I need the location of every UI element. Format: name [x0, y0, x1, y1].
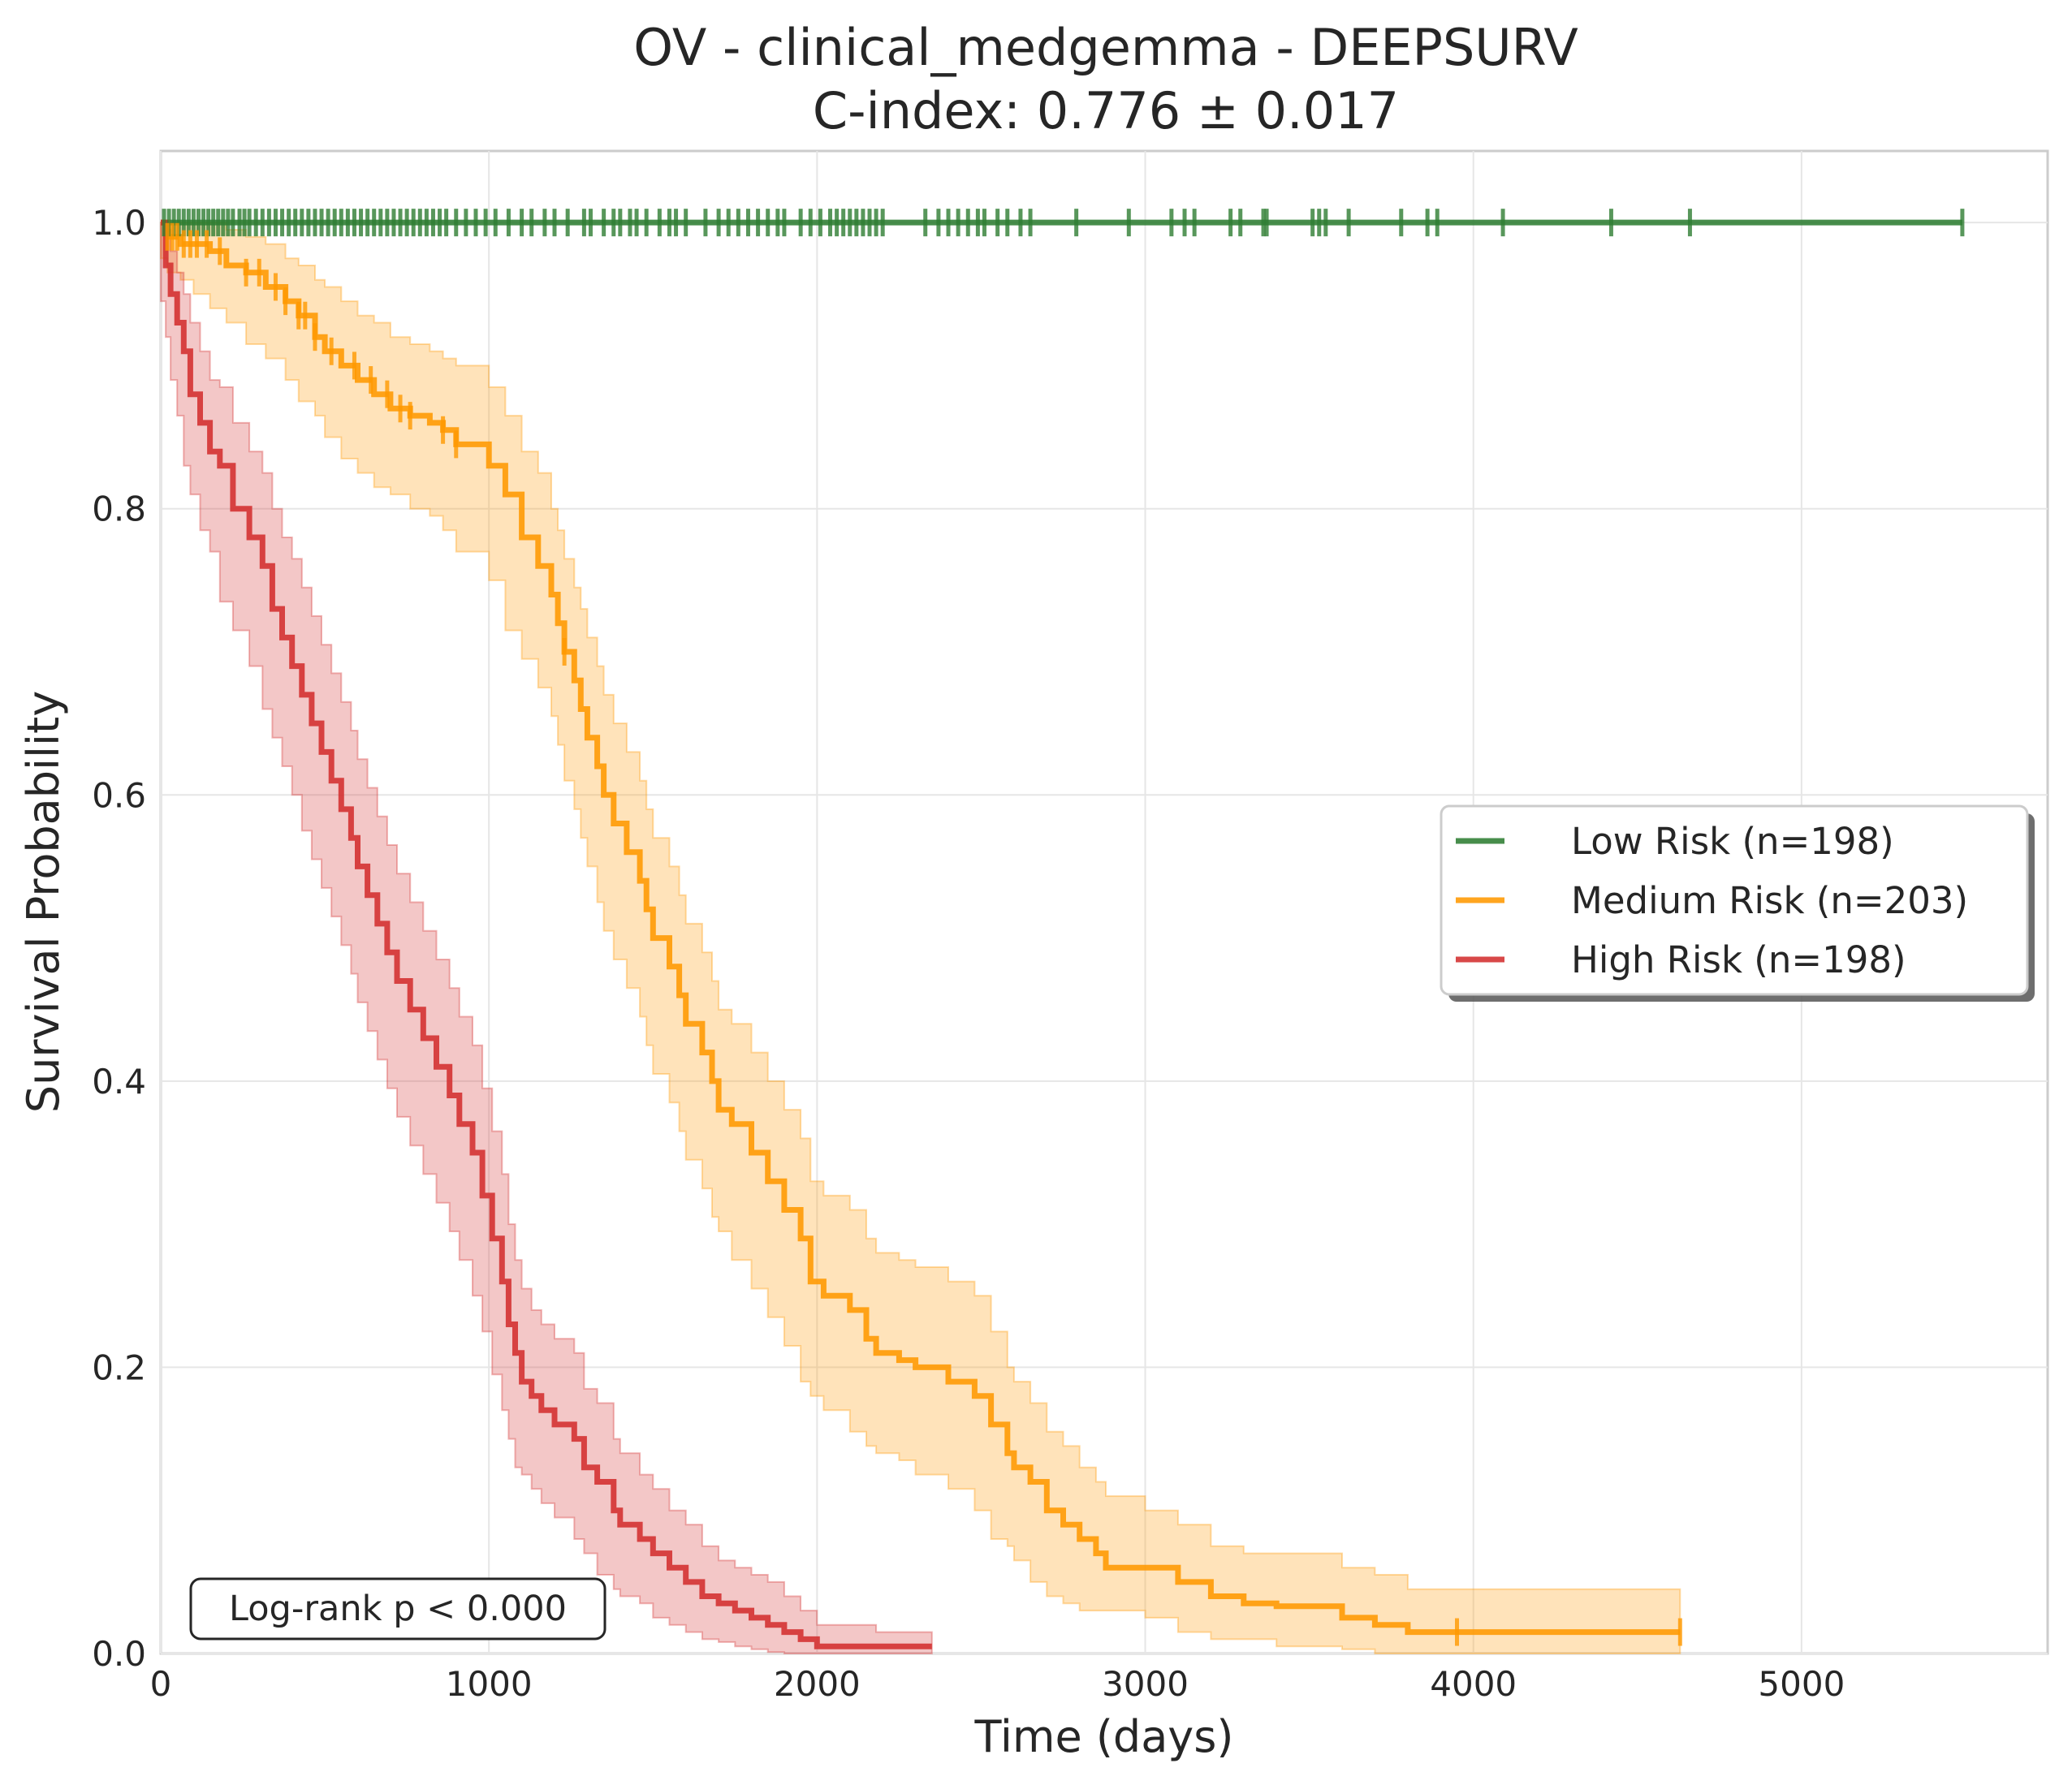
legend: Low Risk (n=198) Medium Risk (n=203) High … [1440, 804, 2035, 1002]
annotation-box [189, 1577, 606, 1641]
x-axis-label: Time (days) [974, 1711, 1234, 1762]
y-axis-label: Survival Probability [18, 691, 69, 1113]
survival-line [161, 219, 932, 1649]
legend-label: Medium Risk (n=203) [1571, 879, 1968, 922]
confidence-band [160, 222, 933, 1654]
legend-label: Low Risk (n=198) [1571, 820, 1894, 863]
legend-entries: Low Risk (n=198) Medium Risk (n=203) High … [1456, 820, 1968, 981]
survival-lines [161, 219, 1962, 1649]
tick-labels: 0 1000 2000 3000 4000 5000 0.0 0.2 0.4 0.6 0.8 1.0 [92, 203, 1845, 1704]
confidence-band [160, 222, 1681, 1654]
logrank-annotation: Log-rank p < 0.000 [189, 1577, 606, 1641]
chart-title: OV - clinical_medgemma - DEEPSURV [633, 18, 1578, 77]
x-tick-label: 5000 [1758, 1664, 1845, 1704]
x-tick-label: 3000 [1102, 1664, 1189, 1704]
x-tick-label: 0 [150, 1664, 172, 1704]
y-tick-label: 1.0 [92, 203, 146, 243]
legend-box [1440, 804, 2029, 996]
y-tick-label: 0.2 [92, 1347, 146, 1387]
x-tick-label: 1000 [446, 1664, 533, 1704]
y-tick-label: 0.0 [92, 1634, 146, 1674]
y-tick-label: 0.6 [92, 775, 146, 815]
survival-line [161, 219, 1681, 1636]
logrank-annotation-text: Log-rank p < 0.000 [229, 1589, 567, 1629]
chart-subtitle: C-index: 0.776 ± 0.017 [813, 81, 1399, 140]
x-tick-label: 2000 [774, 1664, 861, 1704]
legend-label: High Risk (n=198) [1571, 938, 1906, 981]
confidence-bands [160, 222, 1681, 1654]
y-tick-label: 0.8 [92, 489, 146, 529]
censor-marks [162, 209, 1965, 1646]
y-tick-label: 0.4 [92, 1062, 146, 1102]
grid-lines [160, 151, 2048, 1654]
x-tick-label: 4000 [1430, 1664, 1517, 1704]
